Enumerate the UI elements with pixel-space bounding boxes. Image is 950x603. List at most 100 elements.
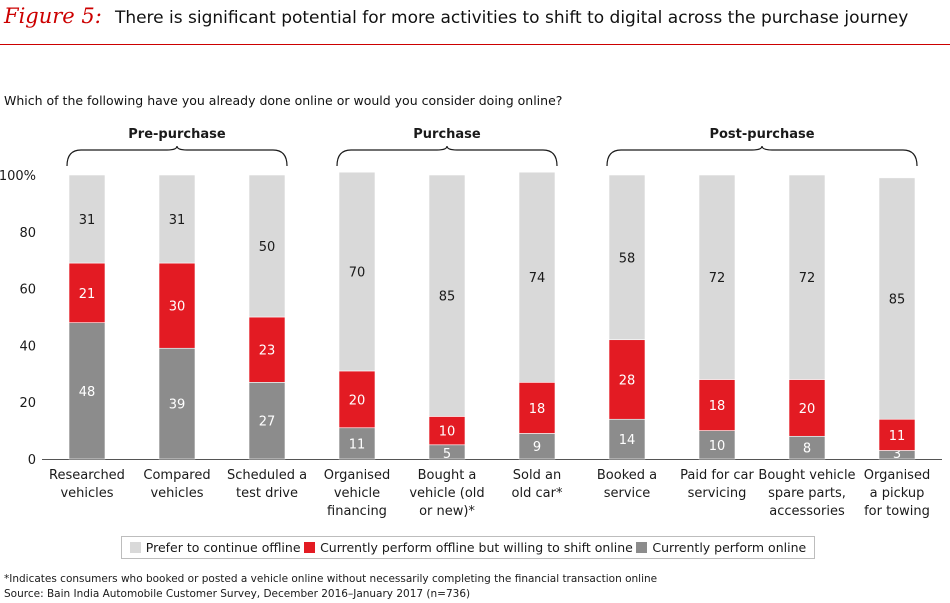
data-label: 20 bbox=[799, 402, 816, 417]
category-label: Bought a bbox=[418, 468, 477, 483]
category-label: service bbox=[604, 486, 651, 501]
legend-swatch-online bbox=[636, 542, 648, 553]
category-label: a pickup bbox=[870, 486, 925, 501]
legend-label-offline: Prefer to continue offline bbox=[145, 540, 301, 555]
category-label: Organised bbox=[864, 468, 930, 483]
category-label: or new)* bbox=[419, 504, 475, 519]
category-label: Organised bbox=[324, 468, 390, 483]
bar-segment bbox=[248, 174, 286, 318]
data-label: 21 bbox=[79, 287, 96, 302]
group-label: Purchase bbox=[413, 127, 481, 142]
source-note: Source: Bain India Automobile Customer S… bbox=[4, 588, 471, 600]
category-label: Compared bbox=[143, 468, 210, 483]
data-label: 18 bbox=[529, 402, 546, 417]
data-label: 30 bbox=[169, 300, 186, 315]
group-brace bbox=[606, 145, 918, 167]
category-label: accessories bbox=[769, 504, 845, 519]
bar-segment bbox=[158, 174, 196, 264]
data-label: 11 bbox=[349, 437, 366, 452]
data-label: 3 bbox=[893, 447, 901, 462]
bar-segment bbox=[68, 262, 106, 323]
data-label: 18 bbox=[709, 399, 726, 414]
category-label: Researched bbox=[49, 468, 125, 483]
data-label: 9 bbox=[533, 440, 541, 455]
bar-segment bbox=[248, 316, 286, 383]
group-brace bbox=[336, 145, 558, 167]
survey-question: Which of the following have you already … bbox=[4, 93, 563, 108]
category-label: for towing bbox=[864, 504, 930, 519]
category-label: Sold an bbox=[513, 468, 561, 483]
data-label: 5 bbox=[443, 447, 451, 462]
data-label: 31 bbox=[169, 213, 186, 228]
bar-segment bbox=[608, 174, 646, 341]
group-brace bbox=[66, 145, 288, 167]
y-tick-label: 60 bbox=[19, 283, 36, 298]
bar-segment bbox=[608, 339, 646, 420]
data-label: 72 bbox=[709, 271, 726, 286]
bar-segment bbox=[68, 322, 106, 460]
data-label: 85 bbox=[889, 293, 906, 308]
legend-item-online: Currently perform online bbox=[636, 540, 806, 555]
bar-segment bbox=[878, 177, 916, 420]
category-label: vehicles bbox=[150, 486, 203, 501]
bar-segment bbox=[608, 418, 646, 460]
category-label: vehicle (old bbox=[409, 486, 484, 501]
bar-segment bbox=[68, 174, 106, 264]
group-label: Post-purchase bbox=[709, 127, 814, 142]
bar-segment bbox=[428, 416, 466, 446]
legend-label-online: Currently perform online bbox=[652, 540, 807, 555]
category-label: vehicles bbox=[60, 486, 113, 501]
bar-segment bbox=[518, 382, 556, 434]
bar-segment bbox=[248, 382, 286, 460]
data-label: 48 bbox=[79, 385, 96, 400]
category-label: financing bbox=[327, 504, 387, 519]
bar-segment bbox=[518, 171, 556, 383]
bar-segment bbox=[878, 418, 916, 451]
data-label: 27 bbox=[259, 415, 276, 430]
data-label: 10 bbox=[709, 439, 726, 454]
category-label: old car* bbox=[512, 486, 563, 501]
y-tick-label: 80 bbox=[19, 226, 36, 241]
y-tick-label: 100% bbox=[0, 169, 36, 184]
category-label: servicing bbox=[688, 486, 747, 501]
data-label: 31 bbox=[79, 213, 96, 228]
category-label: vehicle bbox=[334, 486, 380, 501]
footnote: *Indicates consumers who booked or poste… bbox=[4, 573, 658, 585]
data-label: 20 bbox=[349, 393, 366, 408]
bar-segment bbox=[518, 433, 556, 460]
stacked-bar-chart: 0 20 40 60 80 100% 48 21 31 Researched vehicles 3 9 3… bbox=[0, 127, 942, 519]
data-label: 50 bbox=[259, 240, 276, 255]
category-label: spare parts, bbox=[768, 486, 846, 501]
bar-segment bbox=[698, 430, 736, 460]
figure-label: Figure 5: bbox=[4, 4, 102, 28]
bar-segment bbox=[338, 171, 376, 372]
data-label: 8 bbox=[803, 442, 811, 457]
data-label: 70 bbox=[349, 266, 366, 281]
y-tick-label: 20 bbox=[19, 396, 36, 411]
bar-segment bbox=[698, 174, 736, 380]
legend-swatch-offline bbox=[129, 542, 141, 553]
bar-segment bbox=[338, 370, 376, 429]
legend-item-willing: Currently perform offline but willing to… bbox=[304, 540, 633, 555]
data-label: 14 bbox=[619, 433, 636, 448]
legend-item-offline: Prefer to continue offline bbox=[129, 540, 301, 555]
bar-segment bbox=[698, 379, 736, 431]
data-label: 85 bbox=[439, 290, 456, 305]
category-label: test drive bbox=[236, 486, 298, 501]
data-label: 10 bbox=[439, 425, 456, 440]
data-label: 28 bbox=[619, 373, 636, 388]
y-tick-label: 0 bbox=[28, 453, 36, 468]
legend-label-willing: Currently perform offline but willing to… bbox=[320, 540, 633, 555]
legend: Prefer to continue offline Currently per… bbox=[121, 536, 815, 559]
data-label: 74 bbox=[529, 271, 546, 286]
y-tick-label: 40 bbox=[19, 339, 36, 354]
category-label: Scheduled a bbox=[227, 468, 307, 483]
data-label: 11 bbox=[889, 429, 906, 444]
data-label: 72 bbox=[799, 271, 816, 286]
category-label: Paid for car bbox=[680, 468, 754, 483]
bar-segment bbox=[428, 174, 466, 417]
bar-segment bbox=[788, 379, 826, 437]
title-row: Figure 5: There is significant potential… bbox=[4, 4, 908, 44]
legend-swatch-willing bbox=[304, 542, 316, 553]
title-divider bbox=[0, 44, 950, 45]
